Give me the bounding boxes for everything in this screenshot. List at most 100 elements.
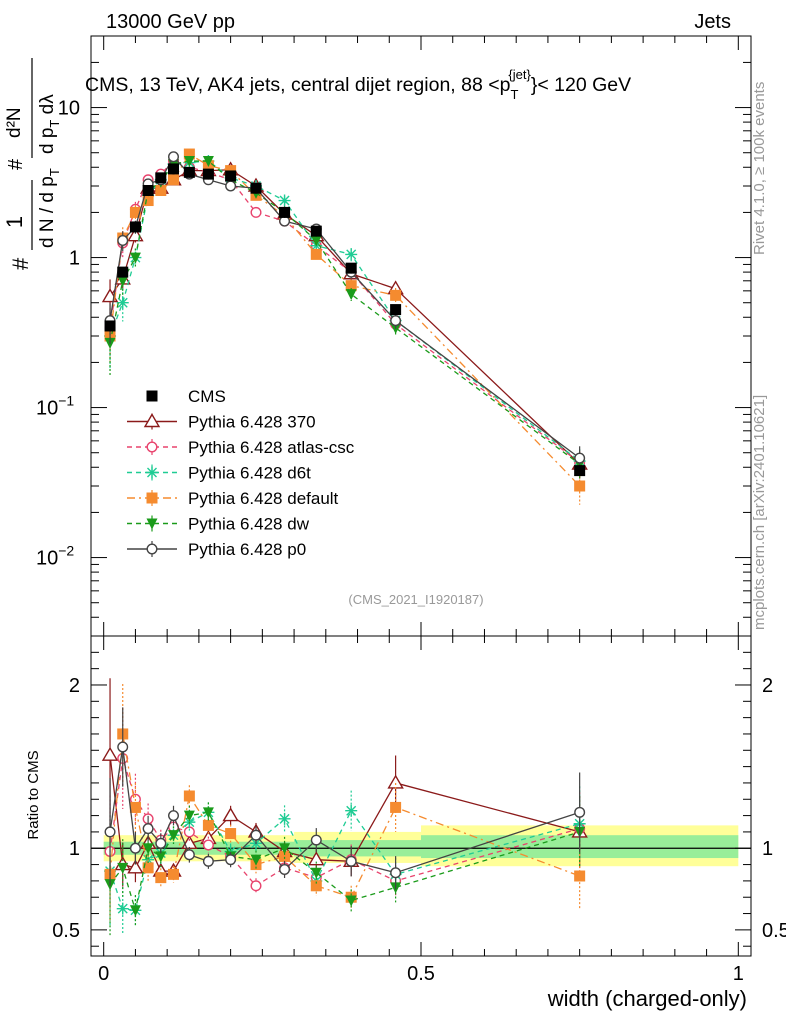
legend: CMS Pythia 6.428 370 Pythia 6.428 atlas-cs… [127, 387, 355, 559]
cms-data-point [155, 172, 167, 184]
mcplots-label: mcplots.cern.ch [arXiv:2401.10621] [751, 394, 768, 630]
ratio-point-p0 [310, 834, 322, 846]
x-tick-label: 0.5 [407, 963, 435, 985]
ratio-y-tick-label: 0.5 [52, 920, 80, 942]
legend-label-370: Pythia 6.428 370 [188, 413, 316, 432]
series-line-atlas-csc [109, 160, 581, 464]
ratio-point-dw [202, 807, 214, 819]
ratio-point-dw [155, 851, 167, 863]
header-right: Jets [694, 11, 731, 33]
data-point-atlas-csc [250, 206, 262, 218]
ratio-point-dw [168, 830, 179, 842]
ratio-point-default [142, 862, 154, 874]
ratio-y-tick-label-right: 0.5 [762, 920, 786, 942]
ratio-point-default [279, 850, 291, 862]
ratio-point-default [129, 801, 141, 813]
ratio-point-dw [279, 843, 291, 855]
data-point-dw [183, 156, 195, 168]
legend-label-d6t: Pythia 6.428 d6t [188, 464, 311, 483]
ratio-line-default [109, 733, 580, 899]
series-line-370 [109, 169, 581, 465]
data-point-default [183, 148, 195, 160]
y-axis-label: # 1 d N / d pT # d²N d pT dλ [2, 58, 62, 270]
ratio-point-p0 [345, 855, 357, 867]
rivet-version-label: Rivet 4.1.0, ≥ 100k events [751, 81, 768, 255]
legend-label-default: Pythia 6.428 default [188, 489, 339, 508]
ratio-point-p0 [250, 829, 262, 841]
ratio-point-p0 [129, 842, 141, 854]
legend-marker-dw [146, 518, 158, 530]
svg-text:#: # [8, 257, 33, 270]
data-point-p0 [574, 452, 586, 464]
ratio-point-dw [142, 843, 154, 855]
svg-text:d N / d pT: d N / d pT [37, 168, 62, 248]
cms-data-point [310, 225, 322, 237]
ratio-point-dw [310, 867, 322, 879]
legend-marker-p0 [146, 543, 158, 555]
data-point-dw [117, 275, 129, 287]
cms-data-point [390, 304, 402, 316]
series-line-d6t [109, 160, 581, 462]
data-point-default [345, 280, 357, 292]
ratio-point-370 [101, 746, 119, 761]
y-tick-label: 10−1 [36, 393, 74, 420]
data-point-d6t [345, 248, 358, 261]
ratio-point-p0 [225, 854, 237, 866]
ratio-point-default [168, 868, 179, 880]
data-point-default [142, 195, 154, 207]
legend-marker-atlas-csc [146, 441, 158, 453]
x-tick-label: 0 [98, 963, 109, 985]
ratio-point-370 [222, 807, 239, 822]
ratio-point-p0 [117, 741, 129, 753]
ratio-series-layer [101, 678, 588, 936]
cms-data-point [279, 206, 291, 218]
ratio-point-atlas-csc [250, 880, 262, 892]
data-point-p0 [225, 180, 237, 192]
main-series-layer [101, 148, 588, 505]
legend-marker-370 [143, 413, 161, 428]
ratio-point-p0 [104, 826, 116, 838]
cms-data-point [574, 465, 586, 477]
data-point-default [310, 248, 322, 260]
analysis-watermark: (CMS_2021_I1920187) [348, 592, 483, 607]
ratio-y-tick-label: 2 [69, 675, 80, 697]
cms-data-point [142, 184, 154, 196]
ratio-point-d6t [345, 804, 358, 817]
y-tick-label: 1 [69, 248, 80, 270]
ratio-point-p0 [202, 855, 214, 867]
ratio-point-370 [308, 851, 325, 866]
data-point-p0 [390, 315, 402, 327]
ratio-y-tick-label-right: 2 [762, 675, 773, 697]
chart-title: CMS, 13 TeV, AK4 jets, central dijet reg… [85, 67, 631, 102]
ratio-point-p0 [390, 867, 402, 879]
data-point-default [390, 289, 402, 301]
ratio-y-tick-label-right: 1 [762, 838, 773, 860]
legend-marker-default [146, 492, 158, 504]
data-point-default [129, 206, 141, 218]
ratio-line-dw [109, 811, 580, 911]
ratio-point-p0 [142, 823, 154, 835]
axis-tick-labels: 0 0.5 1 10−2 10−1 1 10 0.5 0.5 1 1 2 2 [36, 98, 786, 985]
ratio-point-atlas-csc [183, 826, 195, 838]
ratio-point-d6t [278, 812, 291, 825]
series-line-dw [109, 160, 581, 465]
cms-data-point [225, 170, 237, 182]
svg-text:d pT dλ: d pT dλ [37, 94, 62, 154]
ratio-uncertainty-bands [103, 825, 739, 867]
legend-marker-d6t [146, 466, 158, 479]
ratio-point-dw [183, 810, 195, 822]
cms-data-point [183, 166, 195, 178]
ratio-point-p0 [155, 837, 167, 849]
ratio-y-tick-label: 1 [69, 838, 80, 860]
x-tick-label: 1 [733, 963, 744, 985]
data-point-default [168, 174, 179, 186]
svg-text:1: 1 [2, 216, 27, 228]
data-point-dw [202, 156, 214, 168]
ratio-point-p0 [574, 806, 586, 818]
axis-ticks [91, 35, 751, 956]
data-point-default [574, 480, 586, 492]
cms-data-point [250, 182, 262, 194]
cms-data-point [202, 168, 214, 180]
series-line-p0 [109, 155, 581, 459]
data-point-dw [310, 235, 322, 247]
